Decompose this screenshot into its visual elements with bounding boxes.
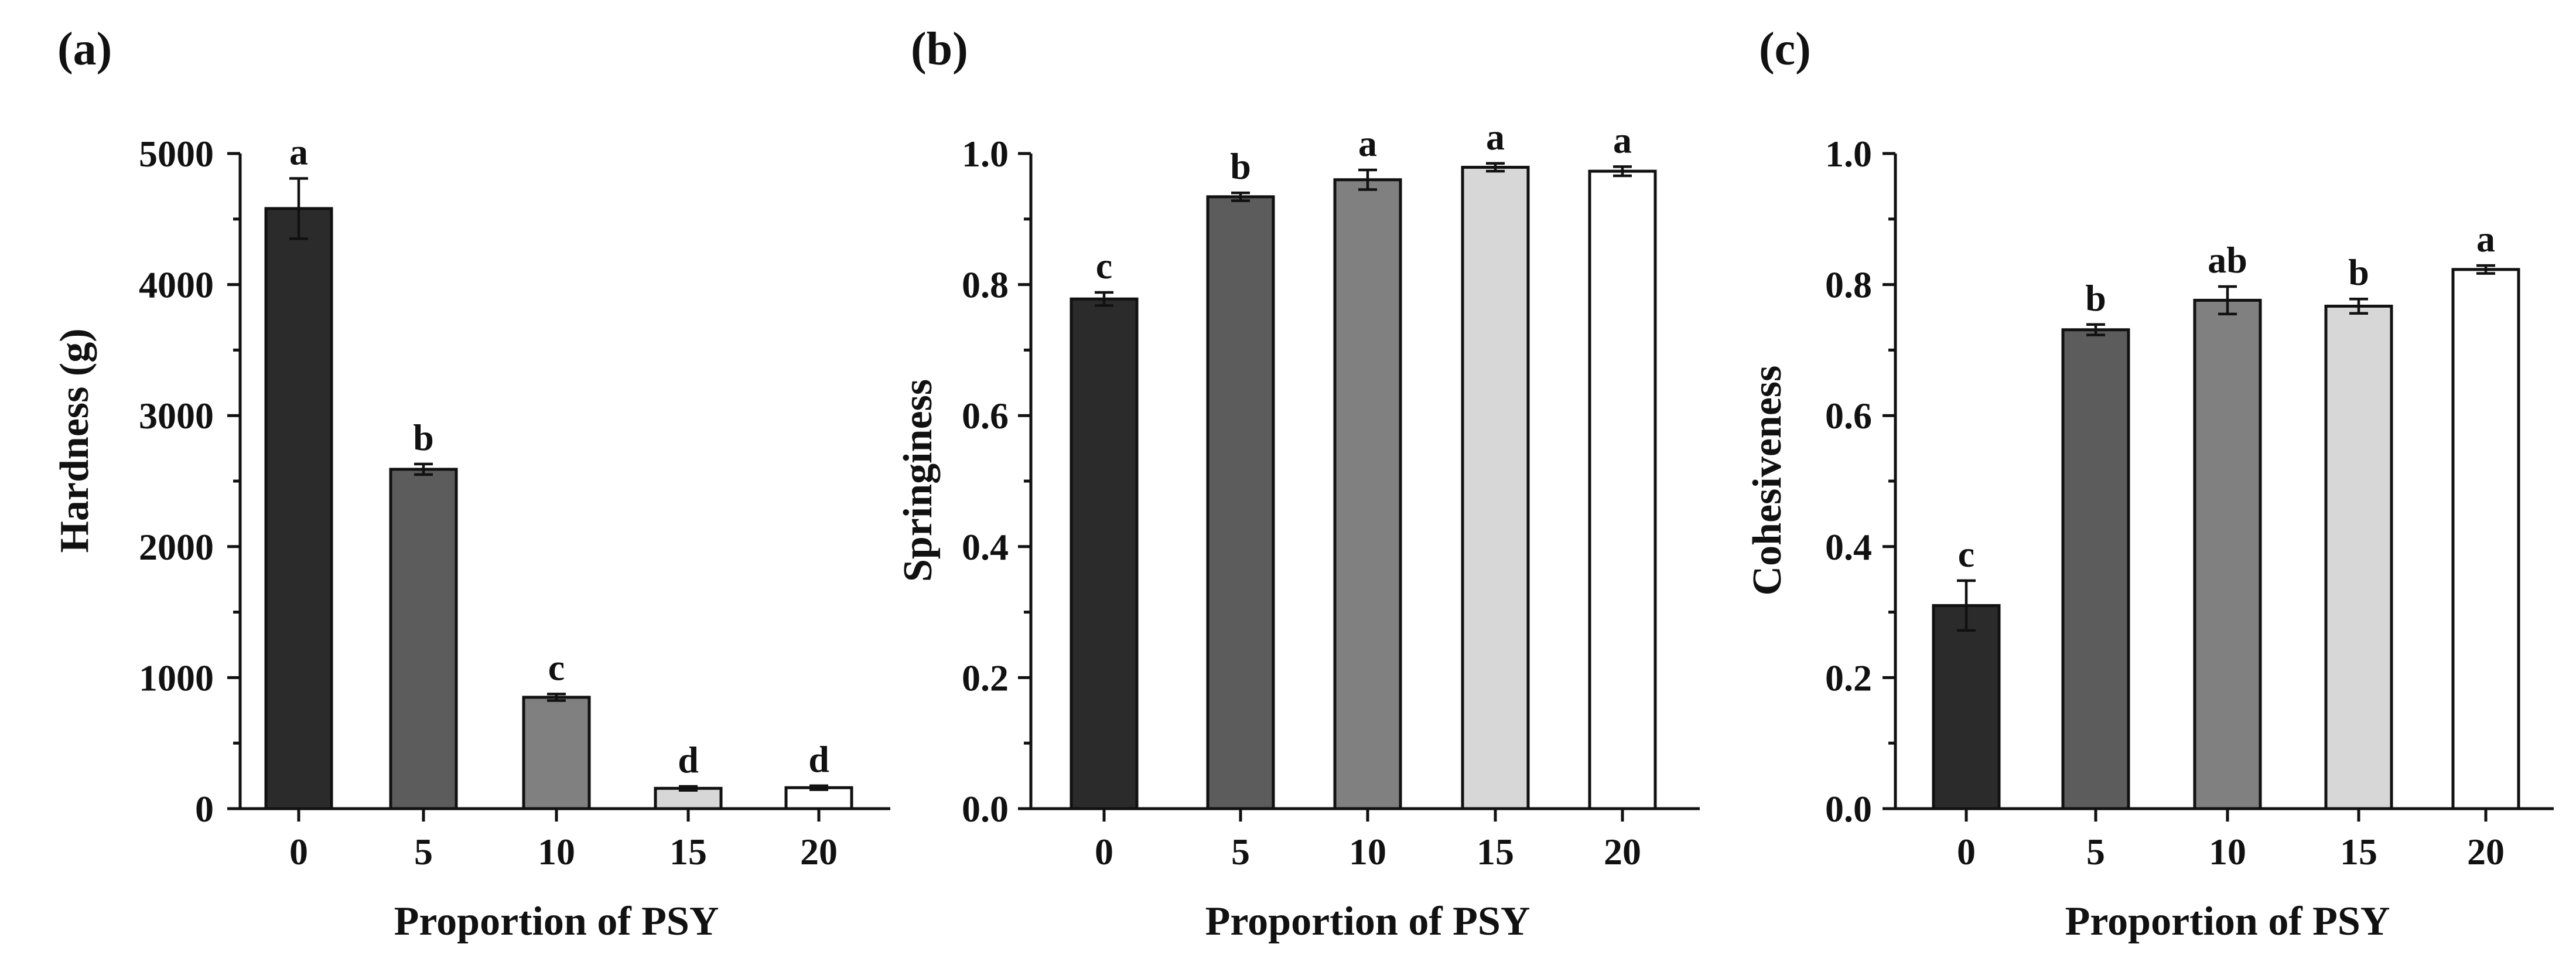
panel-b-error-bar-20 xyxy=(1613,165,1632,178)
panel-c-significance-label: b xyxy=(2085,277,2106,319)
panel-a-y-tick-label: 2000 xyxy=(139,526,214,568)
panel-a-significance-label: b xyxy=(413,417,434,458)
panel-c-plot: 0.0 0.2 0.4 0.6 0.8 1.0 c 0 b 5 ab 10 b 15 a 20 xyxy=(1825,133,2520,873)
panel-c-y-axis-label: Cohesiveness xyxy=(1745,366,1790,596)
panel-a-error-bar-0 xyxy=(289,177,308,240)
panel-b-y-tick-label: 0.4 xyxy=(962,526,1009,568)
panel-c-significance-label: a xyxy=(2476,218,2495,260)
panel-b-bar-20 xyxy=(1588,169,1657,810)
panel-c-y-tick-label: 0.2 xyxy=(1825,657,1872,698)
panel-b-bar-15 xyxy=(1461,165,1530,810)
panel-b-error-bar-10 xyxy=(1358,168,1377,191)
panel-b-label: (b) xyxy=(911,23,968,75)
panel-a-x-tick-label: 0 xyxy=(289,831,308,873)
panel-c-y-tick-label: 0.8 xyxy=(1825,264,1872,306)
panel-a-bar-0 xyxy=(264,207,333,810)
panel-c: (c) Cohesiveness Proportion of PSY 0.00.… xyxy=(1745,23,2554,944)
panel-b-bar-5 xyxy=(1206,195,1275,810)
panel-a-y-tick-label: 0 xyxy=(195,788,214,830)
panel-a-label: (a) xyxy=(57,23,112,75)
panel-b-y-tick-label: 0.0 xyxy=(962,788,1009,830)
panel-a-y-tick-label: 1000 xyxy=(139,657,214,698)
panel-b-x-tick-label: 20 xyxy=(1604,831,1641,873)
panel-b-x-tick-label: 15 xyxy=(1477,831,1514,873)
panel-c-significance-label: ab xyxy=(2208,239,2247,281)
panel-a-error-bar-5 xyxy=(414,462,433,476)
panel-a-x-tick-label: 5 xyxy=(414,831,433,873)
panel-c-error-bar-15 xyxy=(2349,297,2368,315)
panel-a-error-bar-10 xyxy=(547,693,566,702)
panel-c-x-tick-label: 20 xyxy=(2467,831,2505,873)
panel-b-y-tick-label: 0.6 xyxy=(962,395,1009,437)
panel-a-x-tick-label: 10 xyxy=(538,831,575,873)
panel-b-error-bar-5 xyxy=(1231,191,1250,202)
panel-a-error-bar-15 xyxy=(679,785,698,792)
panel-c-x-axis-label: Proportion of PSY xyxy=(2065,899,2390,944)
panel-a-significance-label: a xyxy=(289,131,308,172)
panel-c-bar-15 xyxy=(2324,304,2393,810)
panel-b-significance-label: a xyxy=(1358,122,1377,164)
panel-b-y-tick-label: 1.0 xyxy=(962,133,1009,175)
panel-b-significance-label: a xyxy=(1613,119,1632,161)
panel-a-y-axis-label: Hardness (g) xyxy=(52,328,97,553)
panel-c-y-tick-label: 0.6 xyxy=(1825,395,1872,437)
panel-a-significance-label: c xyxy=(548,646,565,688)
panel-c-y-tick-label: 0.4 xyxy=(1825,526,1872,568)
panel-b-error-bar-15 xyxy=(1486,162,1505,173)
panel-a-error-bar-20 xyxy=(809,784,828,791)
panel-b-y-tick-label: 0.2 xyxy=(962,657,1009,698)
panel-a-x-tick-label: 15 xyxy=(669,831,707,873)
panel-a-bar-5 xyxy=(389,468,458,810)
panel-c-x-tick-label: 15 xyxy=(2340,831,2377,873)
panel-c-y-tick-label: 0.0 xyxy=(1825,788,1872,830)
panel-a-y-tick-label: 5000 xyxy=(139,133,214,175)
panel-a-x-axis-label: Proportion of PSY xyxy=(394,899,719,944)
panel-c-error-bar-0 xyxy=(1957,579,1976,632)
panel-a-significance-label: d xyxy=(808,738,829,780)
panel-c-error-bar-5 xyxy=(2086,323,2105,336)
panel-a: (a) Hardness (g) Proportion of PSY 01000… xyxy=(52,23,890,944)
panel-a-bar-10 xyxy=(522,696,591,810)
panel-b-x-tick-label: 10 xyxy=(1349,831,1386,873)
panel-c-error-bar-10 xyxy=(2218,285,2237,316)
panel-b-significance-label: b xyxy=(1230,145,1251,187)
panel-b-y-axis-label: Springiness xyxy=(896,379,941,582)
panel-b-bar-10 xyxy=(1333,178,1402,810)
panel-b-plot: 0.0 0.2 0.4 0.6 0.8 1.0 c 0 b 5 a 10 a 15 a 20 xyxy=(962,116,1657,873)
panel-a-y-tick-label: 3000 xyxy=(139,395,214,437)
panel-b-bar-0 xyxy=(1070,297,1139,810)
panel-c-significance-label: b xyxy=(2348,251,2369,293)
panel-b-y-tick-label: 0.8 xyxy=(962,264,1009,306)
panel-a-x-tick-label: 20 xyxy=(800,831,838,873)
panel-a-y-tick-label: 4000 xyxy=(139,264,214,306)
panel-c-bar-0 xyxy=(1932,604,2001,810)
panel-b-x-axis-label: Proportion of PSY xyxy=(1205,899,1530,944)
panel-b-error-bar-0 xyxy=(1095,291,1113,307)
panel-c-bar-5 xyxy=(2061,328,2130,810)
panel-b-significance-label: c xyxy=(1096,245,1112,287)
panel-c-bar-10 xyxy=(2193,298,2262,810)
panel-b-x-tick-label: 0 xyxy=(1095,831,1113,873)
panel-c-x-tick-label: 0 xyxy=(1957,831,1976,873)
panel-b: (b) Springiness Proportion of PSY 0.0 0.2… xyxy=(896,23,1700,944)
panel-c-label: (c) xyxy=(1759,23,1811,75)
panel-c-error-bar-20 xyxy=(2476,264,2495,275)
panel-c-x-tick-label: 10 xyxy=(2209,831,2246,873)
panel-b-x-tick-label: 5 xyxy=(1231,831,1250,873)
panel-c-x-tick-label: 5 xyxy=(2086,831,2105,873)
panel-c-bar-20 xyxy=(2451,268,2520,810)
panel-b-significance-label: a xyxy=(1486,116,1505,158)
panel-a-plot: 0 1000 2000 3000 4000 5000 a 0 b 5 c 10 d 15 d 20 xyxy=(139,131,853,873)
panel-c-y-tick-label: 1.0 xyxy=(1825,133,1872,175)
panel-c-significance-label: c xyxy=(1958,533,1974,575)
panel-a-significance-label: d xyxy=(678,739,699,781)
